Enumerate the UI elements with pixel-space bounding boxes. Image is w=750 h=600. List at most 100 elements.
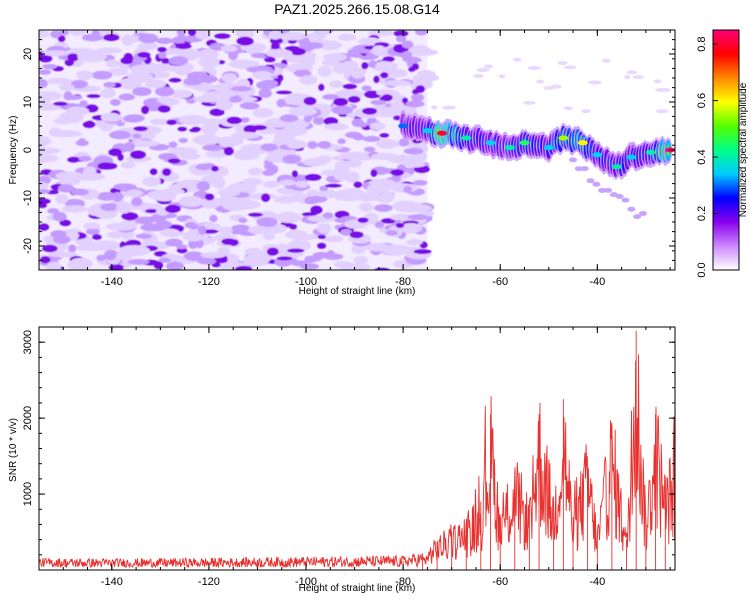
noise-blob — [128, 71, 154, 83]
noise-blob — [161, 48, 186, 55]
noise-blob — [379, 132, 390, 138]
noise-blob — [288, 93, 306, 101]
noise-blob — [81, 33, 103, 42]
ridge-peak — [504, 145, 515, 151]
noise-blob — [381, 94, 393, 102]
noise-blob — [303, 42, 324, 50]
noise-blob — [317, 65, 332, 77]
noise-blob — [401, 40, 414, 49]
noise-blob — [367, 30, 394, 37]
snr-panel: -140 -120 -100 -80 -60 -40 1000 2000 3000 Height… — [8, 326, 676, 594]
noise-blob — [61, 205, 88, 213]
noise-blob — [368, 178, 396, 188]
noise-blob — [213, 198, 230, 206]
noise-blob — [83, 166, 97, 177]
noise-blob — [191, 126, 201, 132]
noise-blob — [177, 126, 188, 132]
noise-blob — [196, 181, 211, 192]
noise-blob — [334, 260, 353, 269]
colorbar-gradient — [712, 29, 740, 271]
noise-blob — [94, 47, 123, 54]
x-tick-label: -100 — [295, 576, 317, 588]
noise-blob — [50, 130, 83, 138]
noise-blob — [359, 202, 374, 212]
noise-field — [39, 30, 440, 270]
x-tick-label: -40 — [589, 576, 605, 588]
noise-blob — [369, 122, 386, 130]
noise-blob — [154, 220, 172, 229]
noise-blob — [276, 211, 302, 224]
branch-cell — [569, 157, 578, 163]
noise-blob — [320, 169, 350, 177]
noise-blob — [39, 181, 49, 190]
noise-blob — [351, 244, 366, 254]
noise-blob — [375, 61, 395, 71]
x-tick-label: -100 — [295, 276, 317, 288]
noise-blob — [353, 181, 363, 189]
colorbar-label: Normalized spectral amplitude — [738, 82, 749, 217]
noise-blob — [237, 150, 260, 160]
noise-blob — [390, 169, 405, 176]
spectrogram-heatmap — [39, 30, 675, 270]
noise-blob — [563, 65, 577, 70]
ridge-peak — [558, 135, 569, 141]
noise-blob — [105, 222, 138, 231]
noise-blob — [155, 191, 177, 202]
noise-blob — [91, 70, 113, 80]
noise-blob — [39, 30, 50, 39]
noise-blob — [403, 147, 424, 155]
noise-blob — [324, 123, 348, 131]
branch-cell — [586, 178, 595, 184]
noise-blob — [262, 180, 280, 188]
noise-blob — [131, 197, 143, 207]
noise-blob — [226, 116, 242, 125]
noise-blob — [353, 255, 369, 265]
noise-blob — [121, 34, 135, 46]
y-tick-label: 20 — [22, 48, 34, 60]
noise-blob — [557, 61, 568, 66]
x-tick-label: -140 — [101, 576, 123, 588]
noise-blob — [108, 264, 124, 270]
noise-blob — [181, 48, 201, 59]
noise-blob — [337, 33, 357, 41]
figure-title: PAZ1.2025.266.15.08.G14 — [274, 1, 440, 17]
y-tick-label: -10 — [22, 190, 34, 206]
noise-blob — [392, 174, 402, 182]
noise-blob — [304, 32, 327, 40]
x-tick-label: -40 — [589, 276, 605, 288]
noise-blob — [120, 56, 133, 65]
noise-blob — [653, 79, 662, 84]
noise-blob — [217, 247, 230, 255]
noise-blob — [221, 73, 238, 83]
noise-blob — [252, 108, 274, 118]
noise-blob — [78, 155, 92, 162]
noise-blob — [407, 45, 432, 56]
noise-blob — [168, 56, 189, 66]
noise-blob — [209, 214, 218, 223]
noise-blob — [42, 63, 58, 70]
noise-blob — [118, 93, 136, 101]
noise-blob — [159, 228, 180, 237]
noise-blob — [103, 250, 117, 261]
noise-blob — [353, 46, 364, 53]
noise-blob — [99, 121, 113, 132]
noise-blob — [256, 217, 278, 228]
noise-blob — [357, 217, 369, 223]
noise-blob — [331, 105, 354, 115]
noise-blob — [200, 252, 226, 259]
noise-blob — [563, 106, 573, 111]
noise-blob — [121, 212, 139, 221]
branch-cell — [592, 181, 601, 187]
noise-blob — [339, 151, 367, 160]
noise-blob — [251, 124, 267, 131]
noise-blob — [238, 217, 248, 224]
colorbar: 0.0 0.2 0.4 0.6 0.8 Normalized spectral ampl… — [696, 29, 749, 278]
noise-blob — [192, 134, 222, 146]
noise-blob — [374, 221, 385, 229]
noise-blob — [322, 235, 344, 243]
noise-blob — [395, 35, 407, 43]
noise-blob — [247, 212, 263, 217]
noise-blob — [416, 69, 436, 80]
noise-blob — [165, 261, 185, 270]
noise-blob — [202, 144, 224, 152]
